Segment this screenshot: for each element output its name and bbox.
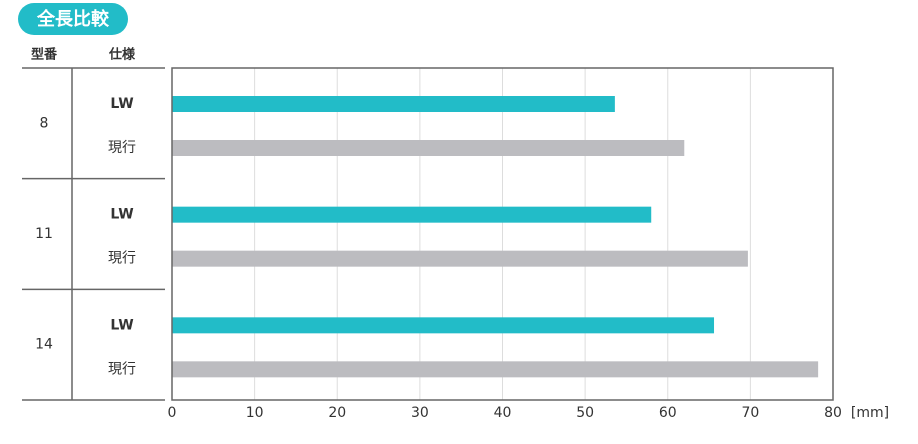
x-axis-label: [mm] [851,405,889,421]
series-label: 現行 [108,361,136,377]
x-tick-label: 0 [168,405,177,421]
series-label: LW [110,96,133,112]
x-tick-label: 40 [494,405,512,421]
x-tick-label: 80 [824,405,842,421]
x-tick-label: 60 [659,405,677,421]
category-label: 11 [35,226,53,242]
category-label: 14 [35,337,53,353]
series-label: 現行 [108,140,136,156]
column-header: 仕様 [108,47,136,63]
x-tick-label: 20 [328,405,346,421]
bar [172,361,819,378]
chart-title: 全長比較 [36,8,110,30]
bar [172,317,715,334]
series-label: LW [110,317,133,333]
bar [172,250,748,267]
plot-frame [171,67,834,401]
bar [172,96,615,112]
title-pill [18,3,128,35]
series-label: LW [110,207,133,223]
bar [172,206,652,223]
series-label: 現行 [108,251,136,267]
x-tick-label: 70 [741,405,759,421]
category-label: 8 [40,115,49,131]
column-header: 型番 [31,47,58,63]
x-tick-label: 50 [576,405,594,421]
x-tick-label: 10 [246,405,264,421]
x-tick-label: 30 [411,405,429,421]
bar [172,140,685,156]
